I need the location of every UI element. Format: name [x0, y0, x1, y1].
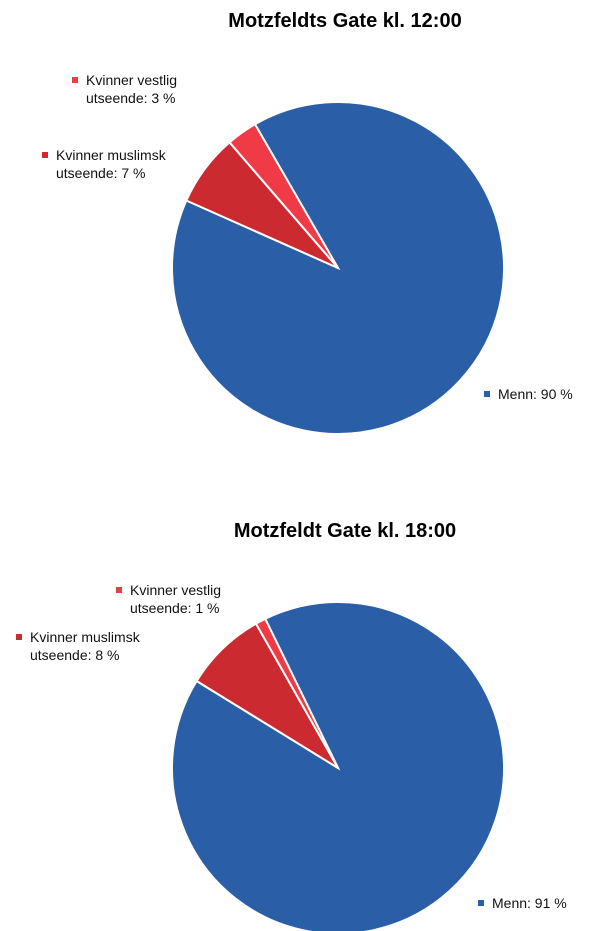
data-label: Menn: 90 %: [498, 386, 573, 402]
label-bullet: [42, 152, 48, 158]
data-label: Kvinner muslimsk utseende: 8 %: [30, 629, 140, 663]
label-bullet: [16, 634, 22, 640]
label-bullet: [484, 391, 490, 397]
chart-title: Motzfeldts Gate kl. 12:00: [228, 10, 462, 32]
chart-title: Motzfeldt Gate kl. 18:00: [233, 520, 457, 542]
data-label: Kvinner muslimsk utseende: 7 %: [56, 147, 166, 181]
data-label: Menn: 91 %: [492, 895, 567, 911]
label-bullet: [72, 77, 78, 83]
pie-slice: [254, 617, 339, 769]
label-bullet: [116, 587, 122, 593]
data-label: Kvinner vestlig utseende: 3 %: [86, 72, 178, 106]
data-label: Kvinner vestlig utseende: 1 %: [130, 582, 222, 616]
label-bullet: [478, 900, 484, 906]
pie-slice: [228, 122, 339, 269]
